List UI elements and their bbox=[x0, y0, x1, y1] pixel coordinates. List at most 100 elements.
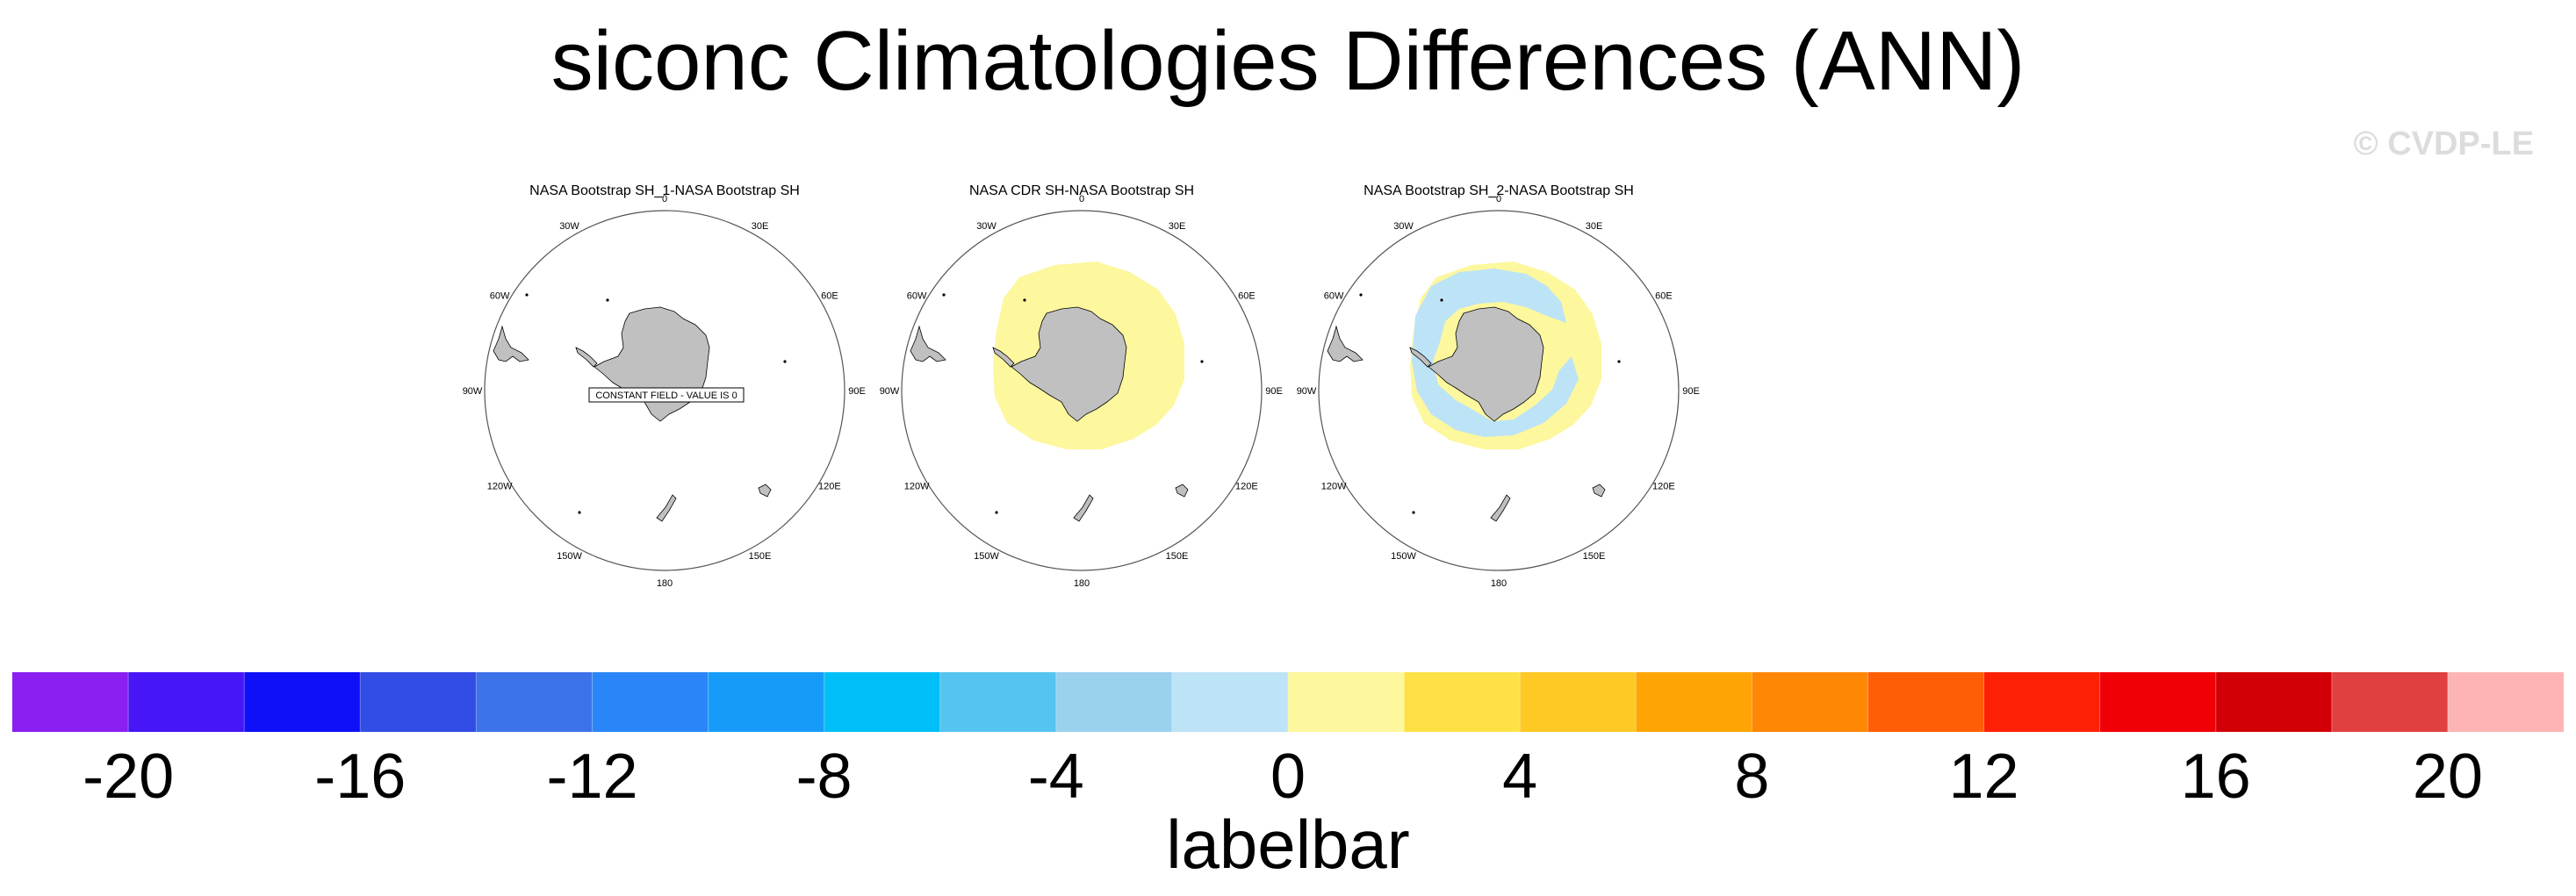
land-mass bbox=[1011, 306, 1127, 422]
island bbox=[1359, 293, 1363, 297]
meridian-label: 30E bbox=[752, 221, 769, 232]
colorbar-swatch bbox=[1055, 672, 1173, 732]
land-mass bbox=[493, 325, 529, 362]
colorbar-swatch bbox=[592, 672, 709, 732]
meridian-label: 120E bbox=[1235, 482, 1258, 492]
panel-title: NASA CDR SH-NASA Bootstrap SH bbox=[968, 183, 1195, 198]
colorbar-tick-label: -12 bbox=[546, 742, 638, 812]
map-panel-1: NASA Bootstrap SH_1-NASA Bootstrap SH 0 3… bbox=[450, 176, 880, 606]
colorbar-swatch bbox=[2447, 672, 2564, 732]
figure-title: siconc Climatologies Differences (ANN) bbox=[550, 14, 2026, 108]
colorbar-swatch bbox=[939, 672, 1057, 732]
land-mass bbox=[1428, 306, 1544, 422]
meridian-label: 150E bbox=[1166, 551, 1189, 562]
meridian-label: 90E bbox=[848, 386, 866, 397]
meridian-label: 60E bbox=[821, 291, 838, 302]
map-panel-2: NASA CDR SH-NASA Bootstrap SH 0 30E 60E 90E… bbox=[867, 176, 1297, 606]
island bbox=[995, 511, 998, 514]
meridian-label: 0 bbox=[662, 194, 667, 204]
land-mass bbox=[1175, 484, 1189, 498]
polar-map: 0 30E 60E 90E 120E 150E 180 150W 120W 90W 60W 30W bbox=[880, 194, 1283, 589]
colorbar-tick-label: -8 bbox=[795, 742, 853, 812]
map-boundary bbox=[901, 210, 1263, 571]
map-panel-3: NASA Bootstrap SH_2-NASA Bootstrap SH 0 3… bbox=[1284, 176, 1714, 606]
colorbar-swatch bbox=[2215, 672, 2333, 732]
island bbox=[942, 293, 946, 297]
polar-map: 0 30E 60E 90E 120E 150E 180 150W 120W 90W 60W 30W CO… bbox=[463, 194, 866, 589]
land-mass bbox=[1592, 484, 1606, 498]
colorbar-swatch bbox=[1520, 672, 1637, 732]
meridian-label: 90W bbox=[880, 386, 900, 397]
land-mass bbox=[1409, 347, 1432, 368]
colorbar bbox=[12, 672, 2564, 732]
colorbar-swatch bbox=[2331, 672, 2449, 732]
positive-anomaly-region bbox=[993, 262, 1184, 449]
colorbar-swatch bbox=[360, 672, 477, 732]
negative-anomaly-region bbox=[1412, 269, 1579, 437]
land-mass bbox=[656, 494, 677, 522]
island bbox=[1440, 298, 1443, 302]
colorbar-tick-label: 0 bbox=[1270, 742, 1306, 812]
meridian-label: 30W bbox=[1393, 221, 1414, 232]
colorbar-tick-labels: -20 -16 -12 -8 -4 0 4 8 12 16 20 bbox=[0, 737, 2576, 825]
colorbar-tick-label: -20 bbox=[83, 742, 175, 812]
meridian-label: 150E bbox=[749, 551, 772, 562]
island bbox=[606, 298, 609, 302]
colorbar-swatch bbox=[708, 672, 825, 732]
colorbar-tick-label: 4 bbox=[1502, 742, 1538, 812]
island bbox=[1200, 360, 1204, 363]
colorbar-swatch bbox=[476, 672, 593, 732]
meridian-label: 60W bbox=[490, 291, 510, 302]
colorbar-swatch bbox=[824, 672, 941, 732]
meridian-label: 90E bbox=[1265, 386, 1283, 397]
meridian-label: 30E bbox=[1586, 221, 1603, 232]
map-content bbox=[910, 262, 1204, 522]
island bbox=[1617, 360, 1621, 363]
land-mass bbox=[758, 484, 772, 498]
colorbar-tick-label: 8 bbox=[1734, 742, 1770, 812]
meridian-label: 150W bbox=[974, 551, 999, 562]
island bbox=[578, 511, 581, 514]
meridian-label: 150W bbox=[1391, 551, 1416, 562]
map-content bbox=[493, 293, 787, 522]
island bbox=[783, 360, 787, 363]
colorbar-tick-label: 12 bbox=[1948, 742, 2019, 812]
colorbar-swatch bbox=[1983, 672, 2101, 732]
meridian-label: 0 bbox=[1079, 194, 1084, 204]
meridian-label: 120E bbox=[818, 482, 841, 492]
meridian-label: 60W bbox=[1324, 291, 1344, 302]
island bbox=[525, 293, 529, 297]
colorbar-tick-label: -4 bbox=[1027, 742, 1084, 812]
colorbar-swatch bbox=[1404, 672, 1521, 732]
land-mass bbox=[1073, 494, 1094, 522]
map-boundary bbox=[1318, 210, 1680, 571]
meridian-label: 60E bbox=[1655, 291, 1673, 302]
colorbar-swatch bbox=[244, 672, 361, 732]
island bbox=[1023, 298, 1026, 302]
colorbar-title: labelbar bbox=[1166, 806, 1410, 883]
meridian-label: 90W bbox=[463, 386, 483, 397]
panel-title: NASA Bootstrap SH_2-NASA Bootstrap SH bbox=[1364, 183, 1634, 198]
meridian-label: 120W bbox=[1321, 482, 1347, 492]
watermark: © CVDP-LE bbox=[2353, 125, 2534, 162]
meridian-label: 120W bbox=[904, 482, 930, 492]
land-mass bbox=[575, 347, 598, 368]
colorbar-tick-label: -16 bbox=[314, 742, 407, 812]
meridian-label: 150W bbox=[557, 551, 582, 562]
constant-field-box bbox=[588, 387, 745, 403]
meridian-label: 0 bbox=[1496, 194, 1501, 204]
map-content bbox=[1327, 262, 1621, 522]
meridian-label: 180 bbox=[1491, 578, 1507, 589]
land-mass bbox=[910, 325, 946, 362]
meridian-label: 60W bbox=[907, 291, 927, 302]
colorbar-swatch bbox=[1867, 672, 1985, 732]
colorbar-swatch bbox=[1171, 672, 1289, 732]
land-mass bbox=[594, 306, 710, 422]
colorbar-swatch bbox=[1288, 672, 1405, 732]
colorbar-swatch bbox=[1752, 672, 1868, 732]
meridian-label: 30W bbox=[559, 221, 579, 232]
colorbar-tick-label: 20 bbox=[2412, 742, 2483, 812]
colorbar-tick-label: 16 bbox=[2180, 742, 2251, 812]
polar-map: 0 30E 60E 90E 120E 150E 180 150W 120W 90W 60W 30W bbox=[1297, 194, 1700, 589]
meridian-label: 90W bbox=[1297, 386, 1317, 397]
